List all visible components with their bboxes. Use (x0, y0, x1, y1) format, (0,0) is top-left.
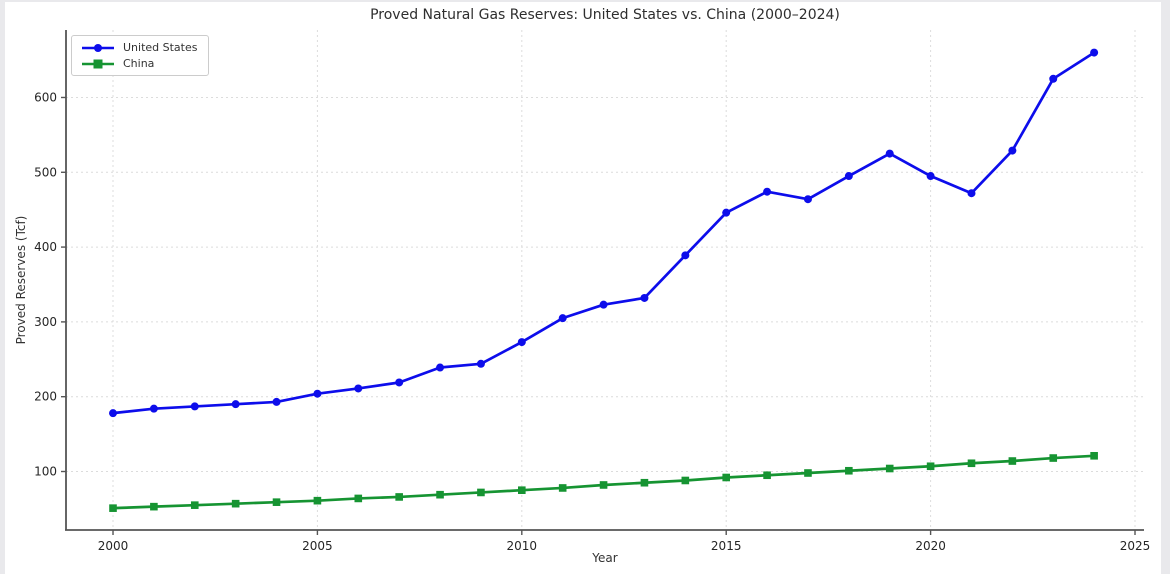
data-point-united-states (967, 189, 976, 198)
data-point-united-states (803, 195, 812, 204)
data-point-china (354, 494, 363, 503)
data-point-china (558, 484, 567, 492)
data-point-china (845, 466, 853, 475)
data-point-china (518, 486, 526, 495)
data-point-united-states (763, 187, 772, 196)
legend-label-china: China (123, 57, 155, 70)
x-tick-label: 2010 (507, 539, 538, 553)
legend-swatch-united-states-icon (82, 43, 114, 52)
data-point-united-states (476, 359, 485, 368)
data-point-china (885, 464, 894, 473)
x-tick-label: 2020 (915, 539, 946, 553)
data-point-united-states (1090, 48, 1099, 57)
data-point-china (926, 462, 935, 471)
x-tick-label: 2000 (98, 539, 129, 553)
data-point-china (395, 493, 403, 501)
data-point-china (967, 459, 976, 468)
x-tick-label: 2015 (711, 539, 742, 553)
page-edge-left (0, 0, 5, 574)
data-point-china (1049, 454, 1058, 462)
data-point-china (477, 488, 485, 497)
data-point-united-states (109, 409, 118, 418)
page-edge-top (0, 0, 1170, 2)
data-point-china (272, 498, 281, 506)
data-point-china (231, 499, 240, 508)
y-tick-label: 200 (34, 390, 57, 404)
data-point-united-states (272, 397, 281, 406)
data-point-china (190, 501, 199, 509)
legend-swatch-china-icon (82, 59, 114, 68)
data-point-united-states (517, 338, 526, 347)
data-point-united-states (1049, 74, 1058, 83)
data-point-united-states (436, 363, 445, 372)
data-point-china (804, 469, 812, 477)
legend: United States China (71, 35, 209, 76)
data-point-united-states (313, 389, 322, 398)
data-point-china (722, 473, 731, 482)
data-point-united-states (395, 378, 404, 387)
legend-label-united-states: United States (123, 41, 198, 54)
x-tick-label: 2025 (1120, 539, 1151, 553)
data-point-china (436, 490, 444, 499)
x-axis-label: Year (592, 551, 618, 565)
data-point-united-states (640, 293, 649, 302)
y-tick-label: 300 (34, 315, 57, 329)
data-point-united-states (190, 402, 199, 411)
data-point-united-states (1008, 146, 1017, 155)
legend-item-united-states: United States (80, 41, 198, 54)
chart-title: Proved Natural Gas Reserves: United Stat… (370, 7, 840, 23)
data-point-united-states (681, 251, 690, 260)
data-point-china (109, 504, 117, 512)
data-point-united-states (149, 404, 158, 413)
legend-item-china: China (80, 57, 198, 70)
data-point-china (640, 478, 649, 487)
data-point-china (313, 496, 322, 505)
data-point-united-states (885, 149, 894, 158)
y-tick-label: 100 (34, 465, 57, 479)
x-tick-label: 2005 (302, 539, 333, 553)
data-point-china (1008, 457, 1017, 465)
data-point-united-states (354, 384, 363, 393)
data-point-united-states (599, 300, 608, 309)
data-point-united-states (844, 172, 853, 181)
data-point-united-states (926, 172, 935, 181)
y-tick-label: 500 (34, 165, 57, 179)
data-point-china (150, 502, 158, 511)
data-point-china (763, 471, 771, 480)
y-axis-label: Proved Reserves (Tcf) (14, 215, 28, 345)
y-tick-label: 600 (34, 90, 57, 104)
data-point-china (599, 481, 608, 489)
data-point-united-states (231, 400, 240, 409)
page-edge-right (1161, 0, 1170, 574)
y-tick-label: 400 (34, 240, 57, 254)
data-point-united-states (722, 208, 731, 217)
data-point-china (1090, 451, 1098, 460)
data-point-united-states (558, 314, 567, 323)
data-point-china (681, 476, 690, 485)
series-line-united-states (112, 51, 1095, 415)
